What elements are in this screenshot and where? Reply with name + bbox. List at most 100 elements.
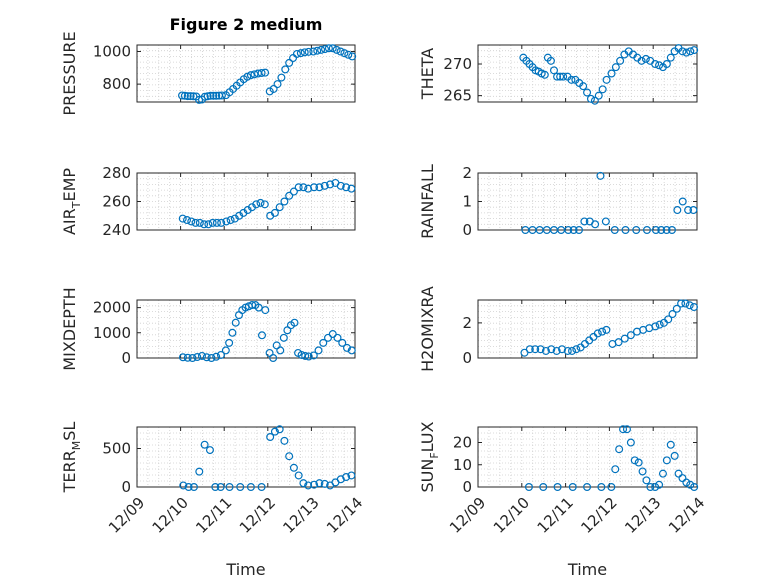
panel-8-marker [583,483,592,492]
panel-1-marker [273,80,282,89]
panel-5-marker [297,350,306,359]
panel-4-ytick-label: 2 [462,164,472,182]
panel-1-marker [340,49,349,58]
panel-1-marker [257,69,266,78]
panel-3-ytick-label: 280 [102,164,131,182]
panel-7-xtick-label: 12/09 [105,494,148,537]
panel-8-marker [686,480,695,489]
panel-6-marker [531,345,540,354]
panel-7-marker [179,481,188,490]
panel-6-marker [672,304,681,313]
panel-7-xtick-label: 12/14 [323,494,366,537]
panel-7-ytick-label: 500 [102,440,131,458]
panel-5-ytick-label: 2000 [93,299,131,317]
panel-7-grid [136,426,356,488]
panel-8-xlabel: Time [567,560,607,579]
panel-5-marker [193,352,202,361]
panel-1-axes-box [136,44,356,103]
panel-7-marker [280,436,289,445]
panel-6-marker [614,338,623,347]
panel-5-marker [276,346,285,355]
panel-2-marker [682,48,691,57]
panel-3-marker [270,208,279,217]
panel-1-marker [332,45,341,54]
panel-4-marker [642,226,651,235]
panel-4-marker [657,226,666,235]
panel-4-ytick-label: 0 [462,221,472,239]
panel-5-marker [257,331,266,340]
panel-6-marker [568,346,577,355]
panel-8-marker [638,467,647,476]
panel-5-marker [269,354,278,363]
panel-2-marker [546,56,555,65]
panel-3-marker [256,198,265,207]
panel-6-marker [552,346,561,355]
panel-8-grid [477,426,698,488]
panel-3-marker [280,197,289,206]
panel-3-marker [285,191,294,200]
panel-5-ytick-label: 0 [121,349,131,367]
panel-1-marker [189,92,198,101]
panel-8-marker [678,474,687,483]
panel-1-marker [328,44,337,53]
panel-3-marker [289,187,298,196]
panel-7-ytick-label: 0 [121,478,131,496]
panel-2-marker [579,82,588,91]
panel-5-marker [347,346,356,355]
panel-4-ytick-label: 1 [462,193,472,211]
panel-8-marker [674,469,683,478]
panel-3-marker [204,220,213,229]
panel-5-ylabel: MIXDEPTH [60,287,79,370]
panel-1-ytick-label: 1000 [93,43,131,61]
panel-1-ytick-label: 800 [102,75,131,93]
panel-1-marker [285,58,294,67]
panel-4-marker [662,226,671,235]
panel-2-marker [559,72,568,81]
panel-6-marker [681,299,690,308]
panel-8-marker [607,483,616,492]
panel-6-ytick-label: 2 [462,314,472,332]
panel-3-marker [315,183,324,192]
panel-1-marker [206,91,215,100]
panel-7-marker [315,479,324,488]
panel-7-marker [236,483,245,492]
panel-5-marker [328,330,337,339]
panel-5-marker [279,333,288,342]
panel-1-marker [324,44,333,53]
panel-7-marker [275,425,284,434]
panel-7-marker [347,471,356,480]
panel-5-marker [304,352,313,361]
panel-5-marker [333,333,342,342]
panel-5-marker [254,303,263,312]
panel-5-marker [225,338,234,347]
panel-5-marker [228,328,237,337]
panel-7-marker [294,471,303,480]
panel-1-marker [212,91,221,100]
panel-4-marker [596,171,605,180]
panel-3-marker [347,184,356,193]
panel-2-marker [607,69,616,78]
panel-8-marker [662,456,671,465]
panel-1-marker [336,47,345,56]
panel-3-marker [200,220,209,229]
panel-2-marker [641,54,650,63]
panel-5-marker [183,353,192,362]
panel-8-marker [634,458,643,467]
panel-1-marker [209,91,218,100]
panel-5-marker [202,353,211,362]
panel-4-ylabel: RAINFALL [418,164,437,239]
panel-6-marker [668,310,677,319]
panel-1-marker [261,68,270,77]
panel-2-marker [662,59,671,68]
panel-2-marker [586,94,595,103]
panel-6-marker [536,345,545,354]
panel-2-marker [583,88,592,97]
panel-1-marker [296,49,305,58]
panel-1-marker [309,47,318,56]
panel-8-ytick-label: 0 [462,478,472,496]
panel-2-marker [655,61,664,70]
panel-4-marker [580,217,589,226]
panel-8-marker [690,483,699,492]
panel-3-marker [178,214,187,223]
